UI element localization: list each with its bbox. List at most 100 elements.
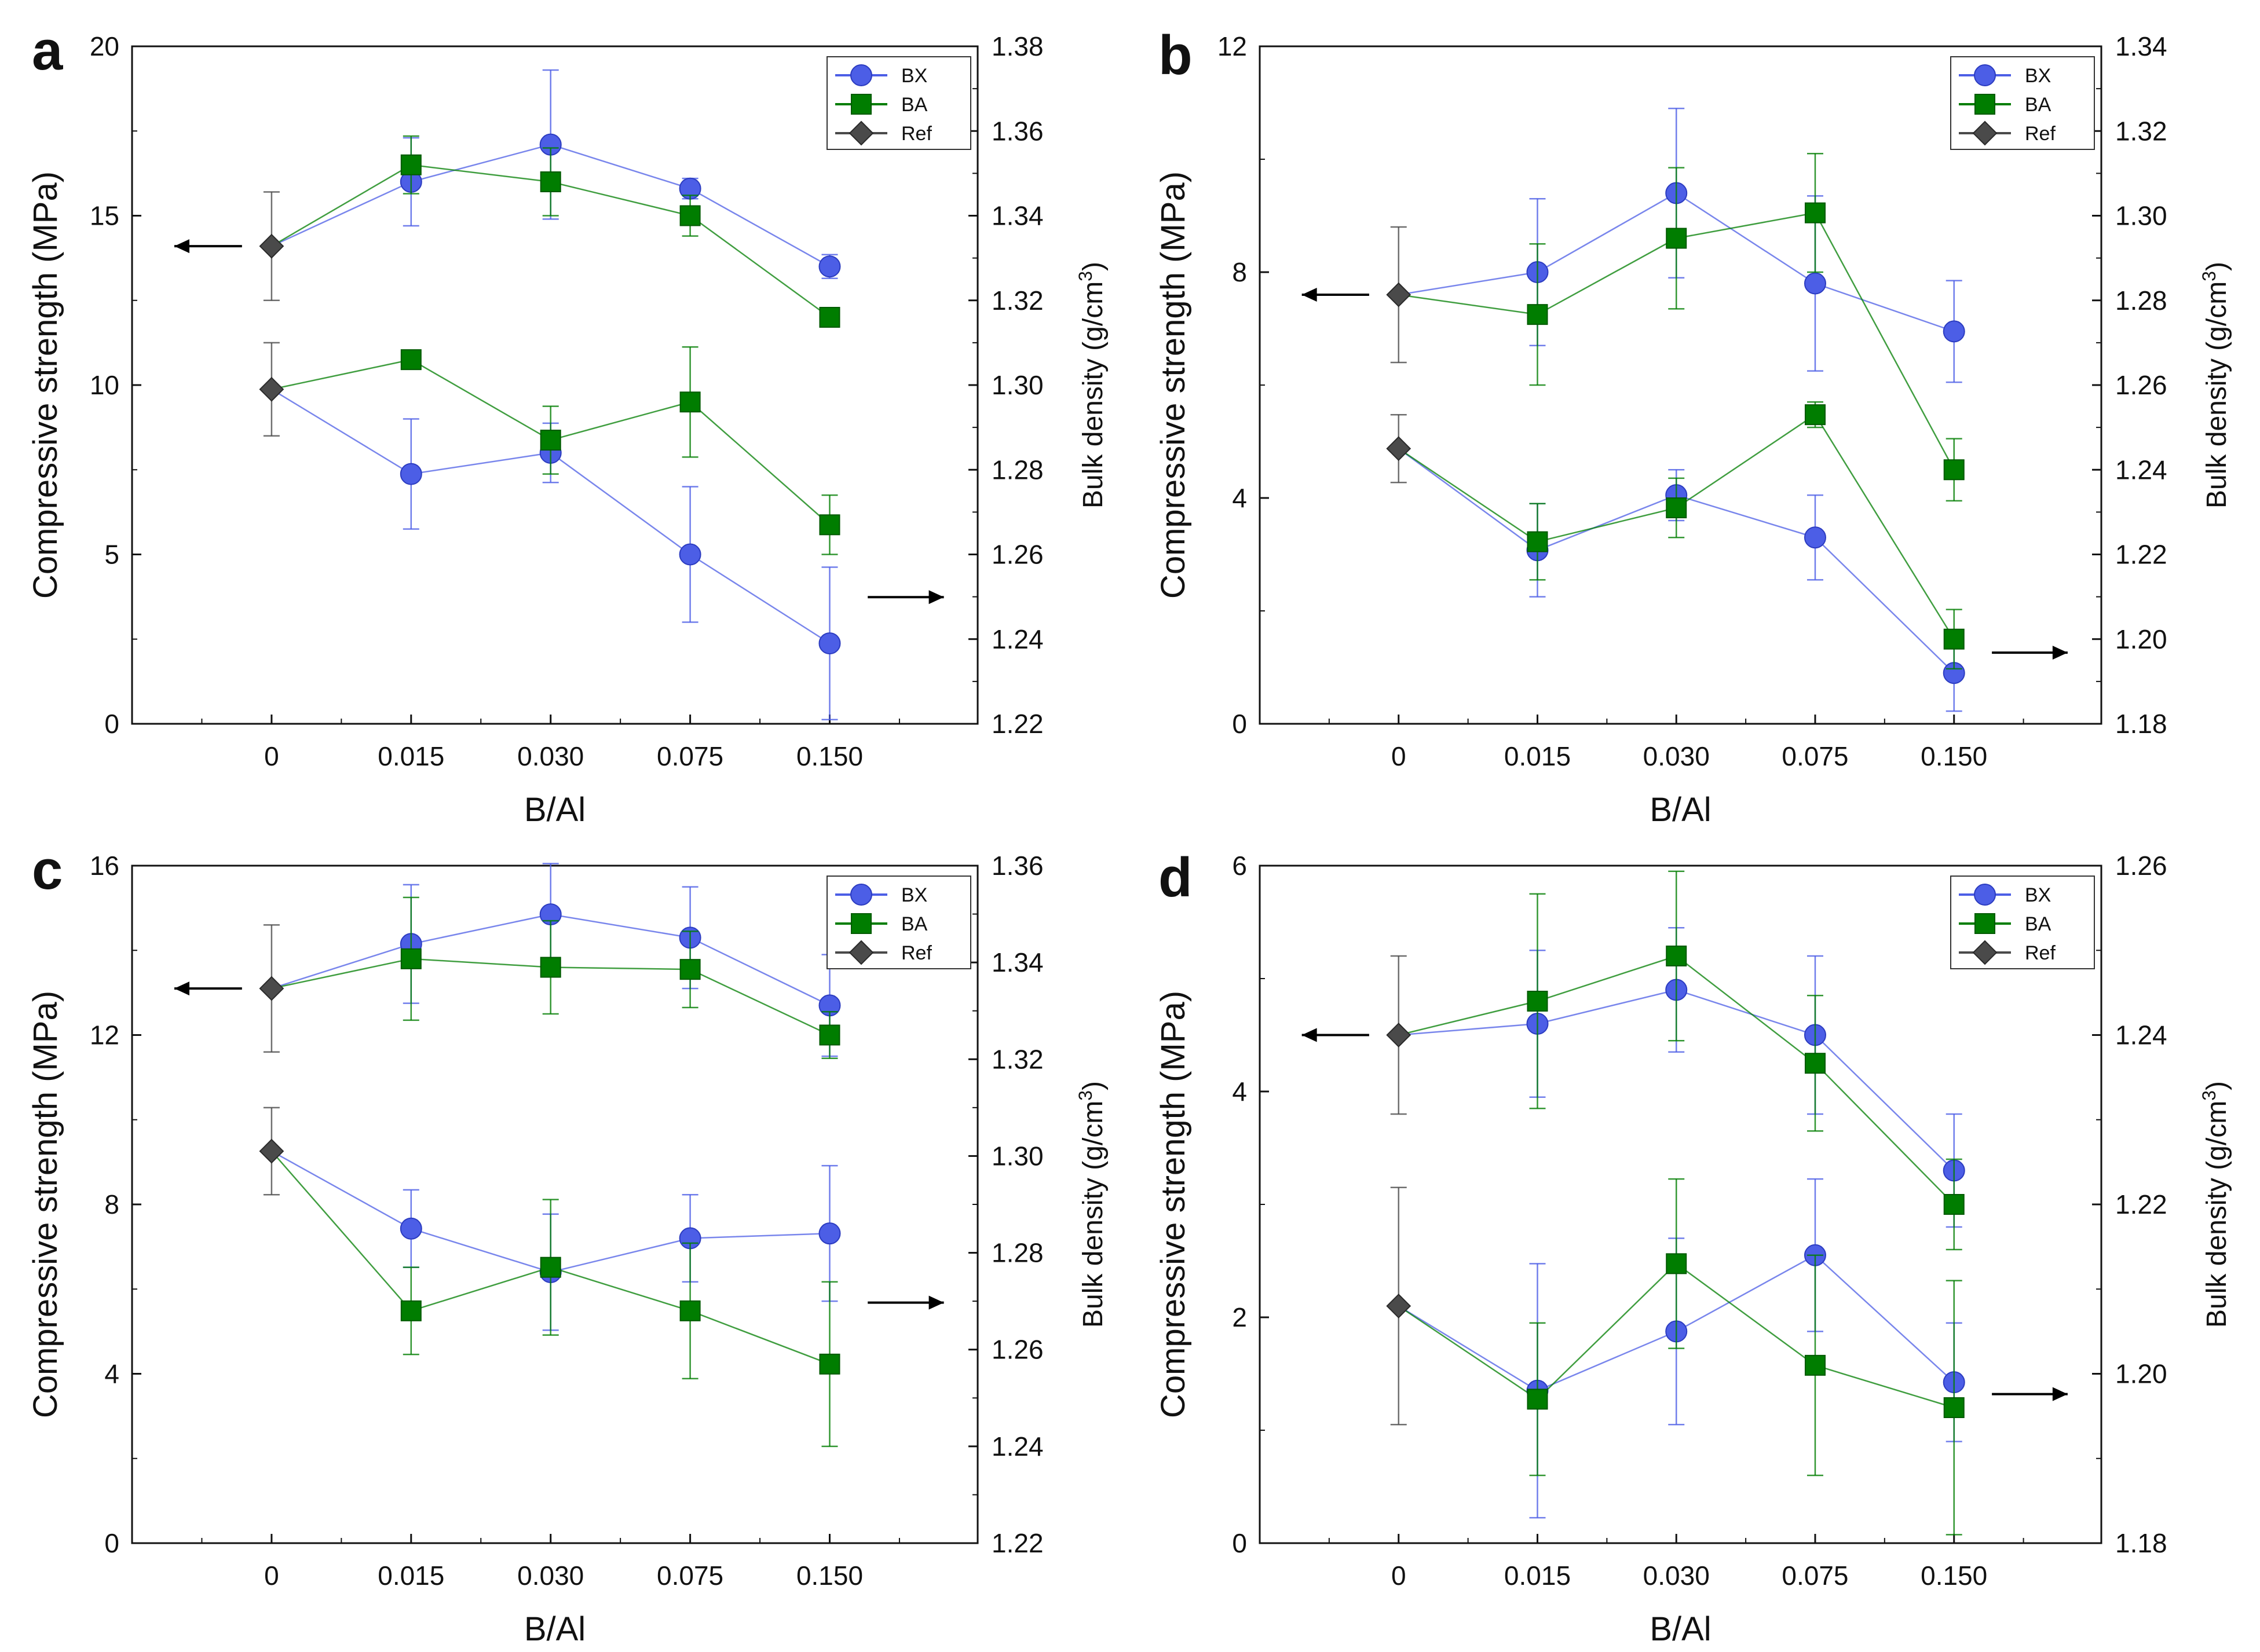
left-axis-arrow <box>1301 288 1369 302</box>
y-right-tick-label: 1.26 <box>992 540 1044 570</box>
data-point-BX <box>1804 526 1826 549</box>
series-Ref-compressive_strength <box>1386 955 1411 1115</box>
x-tick-label: 0.015 <box>378 1561 444 1591</box>
data-point-Ref <box>1386 436 1411 461</box>
x-axis-title: B/Al <box>524 1610 586 1648</box>
y-right-axis-title: Bulk density (g/cm3) <box>2199 1081 2232 1328</box>
legend-label-Ref: Ref <box>901 942 932 964</box>
y-left-tick-label: 15 <box>90 201 119 231</box>
series-Ref-bulk_density <box>259 1107 284 1196</box>
legend-label-BA: BA <box>2025 913 2051 935</box>
x-tick-label: 0.030 <box>1643 741 1710 771</box>
series-Ref-bulk_density <box>1386 1186 1411 1426</box>
legend-label-Ref: Ref <box>2025 123 2056 145</box>
data-point-BX <box>400 463 422 485</box>
data-point-BX <box>400 1217 422 1240</box>
y-left-tick-label: 0 <box>1232 1528 1247 1558</box>
x-axis-title: B/Al <box>1650 1610 1711 1648</box>
y-left-tick-label: 4 <box>104 1359 119 1389</box>
panel-letter: a <box>32 20 63 82</box>
data-point-BA <box>819 1353 840 1375</box>
series-BA-compressive_strength <box>271 896 840 1059</box>
data-point-BA <box>1943 1194 1965 1215</box>
data-point-Ref <box>1386 1023 1411 1047</box>
legend: BX BA Ref <box>827 56 971 150</box>
y-right-tick-label: 1.24 <box>992 624 1044 654</box>
legend: BX BA Ref <box>827 876 971 969</box>
data-point-BA <box>400 349 422 371</box>
data-point-BA <box>679 959 701 980</box>
data-point-BA <box>400 154 422 175</box>
series-BA-bulk_density <box>1398 1178 1965 1536</box>
y-left-tick-label: 5 <box>104 540 119 570</box>
y-right-axis-title-superscript: 3 <box>2199 1090 2219 1101</box>
data-point-BA <box>540 430 561 451</box>
legend-marker-BX <box>850 884 872 906</box>
data-point-BX <box>818 255 841 278</box>
legend-label-BX: BX <box>2025 65 2051 87</box>
y-right-tick-label: 1.34 <box>992 201 1044 231</box>
x-tick-label: 0.075 <box>1782 741 1848 771</box>
y-right-tick-label: 1.26 <box>2115 370 2167 400</box>
left-axis-arrow <box>174 239 242 254</box>
data-point-BX <box>679 543 701 566</box>
data-point-BA <box>1527 991 1548 1012</box>
data-point-BA <box>540 171 561 192</box>
series-Ref-compressive_strength <box>259 191 284 301</box>
y-left-tick-label: 0 <box>104 709 119 739</box>
y-left-tick-label: 6 <box>1232 851 1247 881</box>
legend-marker-BX <box>1974 884 1996 906</box>
y-right-tick-label: 1.26 <box>2115 851 2167 881</box>
right-axis-arrow <box>868 1295 944 1310</box>
series-BA-compressive_strength <box>271 135 840 328</box>
legend-label-BX: BX <box>2025 884 2051 906</box>
y-right-axis-title-part: ) <box>1078 262 1109 271</box>
data-point-BA <box>1804 202 1826 224</box>
data-point-BX <box>818 632 841 655</box>
data-point-BA <box>400 948 422 969</box>
data-point-Ref <box>259 233 284 259</box>
x-tick-label: 0.150 <box>1921 741 1987 771</box>
legend-marker-BA <box>1974 94 1995 115</box>
y-right-tick-label: 1.28 <box>2115 285 2167 316</box>
series-BA-bulk_density <box>270 1151 840 1448</box>
series-Ref-compressive_strength <box>259 924 284 1053</box>
y-left-tick-label: 4 <box>1232 483 1247 513</box>
data-point-Ref <box>1386 1294 1411 1318</box>
data-point-BA <box>679 391 701 413</box>
data-point-BA <box>1527 1389 1548 1410</box>
series-BA-bulk_density <box>271 346 840 555</box>
data-point-BA <box>1666 1253 1687 1274</box>
y-right-tick-label: 1.24 <box>992 1431 1044 1461</box>
y-left-axis-title: Compressive strength (MPa) <box>27 171 64 599</box>
right-axis-arrow <box>868 590 944 605</box>
legend-marker-BA <box>851 94 872 115</box>
y-right-tick-label: 1.34 <box>2115 31 2167 61</box>
right-axis-arrow <box>1992 1387 2068 1401</box>
data-point-BA <box>400 1300 422 1321</box>
x-tick-label: 0.075 <box>657 741 723 771</box>
y-left-tick-label: 10 <box>90 370 119 400</box>
panel-letter: c <box>32 839 63 901</box>
series-BA-compressive_strength <box>1398 153 1965 502</box>
x-tick-label: 0.015 <box>1504 1561 1571 1591</box>
chart-panel-d: d 0 0.015 0.030 0.075 0.150 0 2 4 6 1.18 1.20 1.22 1.… <box>1154 847 2232 1648</box>
series-Ref-compressive_strength <box>1386 226 1411 364</box>
series-BA-compressive_strength <box>1398 870 1965 1251</box>
y-left-tick-label: 20 <box>90 31 119 61</box>
chart-panel-a: a 0 0.015 0.030 0.075 0.150 0 5 10 15 20 1.22 1.24 1.… <box>27 20 1109 829</box>
y-right-tick-label: 1.20 <box>2115 1359 2167 1389</box>
y-right-tick-label: 1.22 <box>992 709 1044 739</box>
y-right-tick-label: 1.32 <box>2115 116 2167 146</box>
legend-marker-BX <box>850 64 872 86</box>
y-right-axis-title: Bulk density (g/cm3) <box>1075 262 1109 508</box>
y-right-axis-title: Bulk density (g/cm3) <box>1075 1081 1109 1328</box>
y-right-axis-title-part: Bulk density (g/cm <box>2202 281 2232 508</box>
legend-marker-Ref <box>849 120 874 146</box>
y-right-axis-title-superscript: 3 <box>2199 271 2219 281</box>
panel-letter: d <box>1158 847 1193 909</box>
y-left-tick-label: 12 <box>90 1020 119 1050</box>
legend-label-Ref: Ref <box>901 123 932 145</box>
data-point-BA <box>679 1300 701 1321</box>
data-point-Ref <box>259 376 284 402</box>
